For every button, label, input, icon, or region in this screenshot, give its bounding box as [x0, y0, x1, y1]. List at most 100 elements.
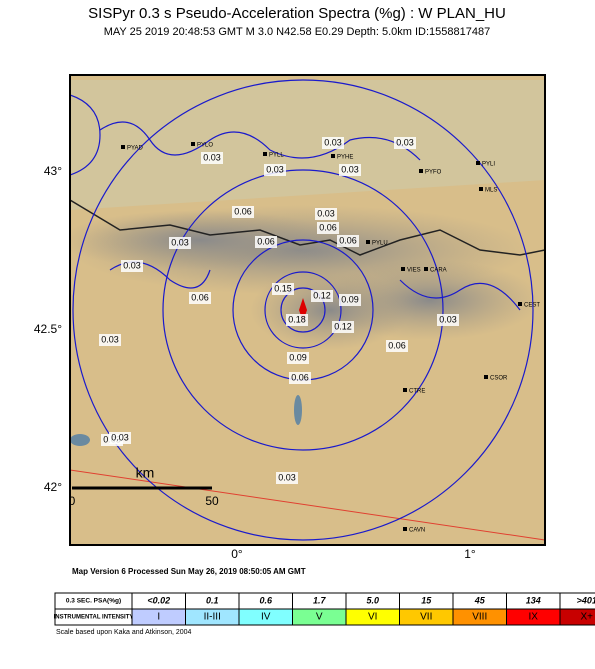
contour-label-bg: [286, 314, 308, 326]
intensity-value: VIII: [472, 612, 487, 623]
intensity-value: X+: [580, 612, 593, 623]
scale-start: 0: [69, 494, 76, 508]
contour-label: 0.03: [324, 137, 342, 147]
contour-label: 0.03: [111, 432, 129, 442]
contour-label: 0.03: [203, 152, 221, 162]
station-label: PYLO: [197, 143, 213, 149]
station: [366, 240, 370, 244]
lat-label: 42°: [44, 480, 62, 494]
contour-label-bg: [232, 206, 254, 218]
contour-label-bg: [287, 352, 309, 364]
legend-row-title: 0.3 SEC. PSA(%g): [66, 598, 121, 605]
station-label: CSOR: [490, 376, 508, 382]
contour-label: 0.03: [278, 472, 296, 482]
station-label: PYHE: [337, 155, 353, 161]
scale-end: 50: [205, 494, 219, 508]
contour-label-bg: [339, 164, 361, 176]
lon-label: 1°: [464, 547, 476, 561]
intensity-value: IV: [261, 612, 271, 623]
contour-label-bg: [189, 292, 211, 304]
intensity-value: VI: [368, 612, 377, 623]
contour-label-bg: [276, 472, 298, 484]
scale-unit: km: [136, 465, 155, 481]
contour-label-bg: [315, 208, 337, 220]
lat-label: 42.5°: [34, 322, 62, 336]
station-label: CTRE: [409, 389, 425, 395]
contour-label-bg: [386, 340, 408, 352]
station: [484, 375, 488, 379]
station-label: PYFO: [425, 170, 442, 176]
contour-label-bg: [311, 290, 333, 302]
intensity-value: V: [316, 612, 323, 623]
intensity-value: I: [157, 612, 160, 623]
psa-value: 5.0: [366, 595, 379, 605]
station: [331, 154, 335, 158]
station: [479, 187, 483, 191]
station-label: VIES: [407, 268, 421, 274]
contour-label: 0.09: [289, 352, 307, 362]
map-frame: [69, 74, 546, 546]
psa-value: 45: [474, 595, 486, 605]
contour-label: 0.06: [234, 206, 252, 216]
contour-label-bg: [337, 235, 359, 247]
psa-value: 0.1: [206, 595, 219, 605]
contour-label-bg: [332, 321, 354, 333]
contour-label: 0.03: [317, 208, 335, 218]
station-label: PYAD: [127, 146, 144, 152]
contour-label: 0.03: [396, 137, 414, 147]
contour-label-bg: [109, 432, 131, 444]
contour-label-bg: [201, 152, 223, 164]
lat-label: 43°: [44, 164, 62, 178]
station: [401, 267, 405, 271]
contour-label-bg: [289, 372, 311, 384]
lon-label: 0°: [231, 547, 243, 561]
station-label: CEST: [524, 303, 540, 309]
station: [419, 169, 423, 173]
station: [403, 527, 407, 531]
station-label: PYLI: [482, 162, 495, 168]
contour-label: 0.06: [191, 292, 209, 302]
contour-label: 0.12: [334, 321, 352, 331]
subtitle: MAY 25 2019 20:48:53 GMT M 3.0 N42.58 E0…: [104, 26, 490, 38]
map: 0.03 0.03 0.03 0.03 0.03 0.03 0.03 0.06 0.06 0.06…: [70, 75, 545, 545]
contour-label: 0.03: [439, 314, 457, 324]
contour-label-bg: [272, 283, 294, 295]
psa-value: 15: [421, 595, 432, 605]
station-label: PYLL: [269, 153, 284, 159]
intensity-swatch: [559, 608, 595, 626]
contour-label: 0.03: [171, 237, 189, 247]
station: [403, 388, 407, 392]
contour-label: 0.12: [313, 290, 331, 300]
title: SISPyr 0.3 s Pseudo-Acceleration Spectra…: [88, 5, 506, 22]
station: [424, 267, 428, 271]
contour-label-bg: [121, 260, 143, 272]
legend-note: Scale based upon Kaka and Atkinson, 2004: [56, 629, 192, 636]
contour-label: 0.06: [388, 340, 406, 350]
footer: Map Version 6 Processed Sun May 26, 2019…: [72, 567, 306, 576]
contour-label: 0.03: [123, 260, 141, 270]
station-label: CAVN: [409, 528, 425, 534]
contour-label-bg: [169, 237, 191, 249]
station: [263, 152, 267, 156]
intensity-value: IX: [529, 612, 539, 623]
contour-label: 0.06: [339, 235, 357, 245]
contour-label-bg: [437, 314, 459, 326]
station-label: MLS: [485, 188, 497, 194]
contour-label-bg: [322, 137, 344, 149]
contour-label: 0.15: [274, 283, 292, 293]
contour-label-bg: [339, 294, 361, 306]
station: [518, 302, 522, 306]
contour-label: 0.18: [288, 314, 306, 324]
station: [121, 145, 125, 149]
psa-value: 134: [526, 595, 541, 605]
contour-label: 0.06: [291, 372, 309, 382]
station: [191, 142, 195, 146]
contour-label-bg: [317, 222, 339, 234]
contour-label: 0.06: [257, 236, 275, 246]
contour-label-bg: [99, 334, 121, 346]
contour-label: 0.03: [101, 334, 119, 344]
contour-label-bg: [255, 236, 277, 248]
intensity-value: VII: [420, 612, 432, 623]
contour-label-bg: [394, 137, 416, 149]
